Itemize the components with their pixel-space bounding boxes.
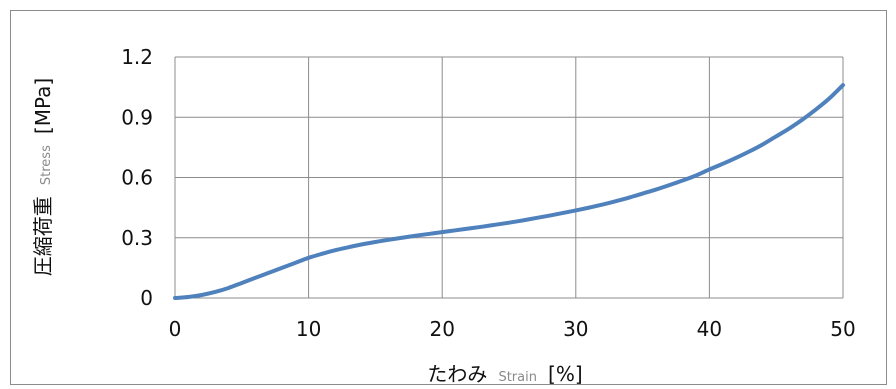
- y-tick-label: 1.2: [121, 45, 153, 69]
- x-tick-label: 30: [563, 317, 588, 341]
- series-line: [173, 83, 845, 300]
- y-axis-label-main: 圧縮荷重: [31, 196, 55, 276]
- x-tick-label: 10: [296, 317, 321, 341]
- y-axis-label: 圧縮荷重 Stress [MPa]: [31, 78, 55, 276]
- x-tick-labels: 0 10 20 30 40 50: [169, 317, 856, 341]
- x-axis-label-unit: [%]: [548, 362, 583, 386]
- x-axis-label-main: たわみ: [427, 362, 487, 386]
- x-tick-label: 20: [429, 317, 454, 341]
- x-tick-label: 0: [169, 317, 182, 341]
- x-axis-label: たわみ Strain [%]: [427, 362, 582, 386]
- x-tick-label: 50: [830, 317, 855, 341]
- x-tick-label: 40: [697, 317, 722, 341]
- y-tick-label: 0.6: [121, 166, 153, 190]
- y-tick-label: 0.9: [121, 105, 153, 129]
- y-tick-labels: 0 0.3 0.6 0.9 1.2: [121, 45, 153, 310]
- y-tick-label: 0.3: [121, 226, 153, 250]
- y-axis-label-sub: Stress: [39, 145, 54, 185]
- x-axis-label-sub: Strain: [498, 370, 537, 385]
- y-axis-label-unit: [MPa]: [31, 78, 55, 134]
- y-tick-label: 0: [140, 286, 153, 310]
- grid-lines: [174, 56, 844, 299]
- chart-frame: [10, 10, 887, 385]
